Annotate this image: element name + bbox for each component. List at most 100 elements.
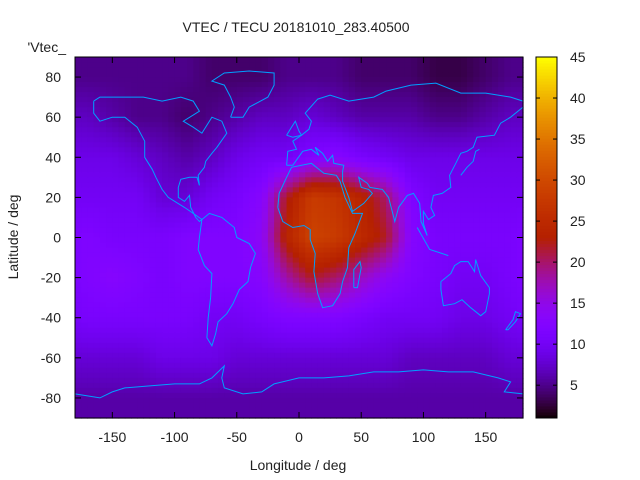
heatmap-cell [448,117,456,123]
heatmap-cell [299,307,306,314]
heatmap-cell [423,122,431,128]
heatmap-cell [211,222,219,229]
heatmap-cell [162,287,169,294]
heatmap-cell [386,352,393,359]
heatmap-cell [286,207,294,214]
heatmap-cell [491,367,499,374]
heatmap-cell [330,202,337,209]
heatmap-cell [429,152,437,158]
heatmap-cell [218,277,225,284]
heatmap-cell [193,232,201,239]
heatmap-cell [75,397,82,404]
heatmap-cell [218,147,225,153]
heatmap-cell [174,157,182,163]
heatmap-cell [224,102,232,108]
heatmap-cell [373,172,381,178]
heatmap-cell [243,57,250,63]
heatmap-cell [392,257,400,264]
heatmap-cell [504,232,512,239]
heatmap-cell [155,277,163,284]
heatmap-cell [118,262,126,269]
heatmap-cell [180,252,188,259]
heatmap-cell [311,167,319,173]
heatmap-cell [417,162,425,168]
heatmap-cell [224,197,232,203]
heatmap-cell [155,202,163,209]
heatmap-cell [137,292,145,299]
heatmap-cell [305,87,313,93]
heatmap-cell [367,97,375,103]
heatmap-cell [355,322,362,329]
heatmap-cell [454,252,462,259]
heatmap-cell [243,92,250,98]
heatmap-cell [224,62,232,68]
heatmap-cell [93,252,101,259]
heatmap-cell [485,397,493,404]
heatmap-cell [448,72,456,78]
heatmap-cell [211,367,219,374]
heatmap-cell [255,362,263,369]
heatmap-cell [168,77,176,83]
heatmap-cell [218,252,225,259]
heatmap-cell [485,177,493,183]
heatmap-cell [398,337,406,344]
heatmap-cell [99,72,107,78]
heatmap-cell [149,202,157,209]
heatmap-cell [205,327,213,334]
heatmap-cell [305,152,313,158]
heatmap-cell [336,382,344,389]
heatmap-cell [498,302,505,309]
heatmap-cell [205,282,213,289]
heatmap-cell [305,382,313,389]
heatmap-cell [112,162,120,168]
heatmap-cell [454,77,462,83]
heatmap-cell [305,202,313,209]
heatmap-cell [75,167,82,173]
heatmap-cell [504,152,512,158]
heatmap-cell [255,302,263,309]
heatmap-cell [292,57,300,63]
heatmap-cell [255,112,263,118]
heatmap-cell [81,167,89,173]
heatmap-cell [180,127,188,133]
heatmap-cell [230,122,238,128]
heatmap-cell [205,192,213,198]
heatmap-cell [162,172,169,178]
heatmap-cell [473,327,481,334]
heatmap-cell [193,252,201,259]
heatmap-cell [187,322,194,329]
heatmap-cell [348,212,356,219]
heatmap-cell [199,382,207,389]
heatmap-cell [106,232,113,239]
heatmap-cell [280,182,288,188]
heatmap-cell [491,72,499,78]
heatmap-cell [224,372,232,379]
heatmap-cell [249,377,257,384]
heatmap-cell [342,342,350,349]
heatmap-cell [292,112,300,118]
heatmap-cell [87,287,95,294]
heatmap-cell [75,327,82,334]
heatmap-cell [224,267,232,274]
heatmap-cell [274,247,281,254]
heatmap-cell [93,202,101,209]
heatmap-cell [417,377,425,384]
heatmap-cell [460,172,468,178]
heatmap-cell [131,357,138,364]
heatmap-cell [448,152,456,158]
heatmap-cell [187,192,194,198]
heatmap-cell [180,237,188,244]
heatmap-cell [87,282,95,289]
heatmap-cell [367,232,375,239]
heatmap-cell [311,337,319,344]
heatmap-cell [199,392,207,399]
heatmap-cell [193,302,201,309]
heatmap-cell [311,112,319,118]
heatmap-cell [342,212,350,219]
heatmap-cell [467,342,474,349]
heatmap-cell [373,152,381,158]
heatmap-cell [193,87,201,93]
heatmap-cell [106,382,113,389]
heatmap-cell [174,102,182,108]
heatmap-cell [423,267,431,274]
